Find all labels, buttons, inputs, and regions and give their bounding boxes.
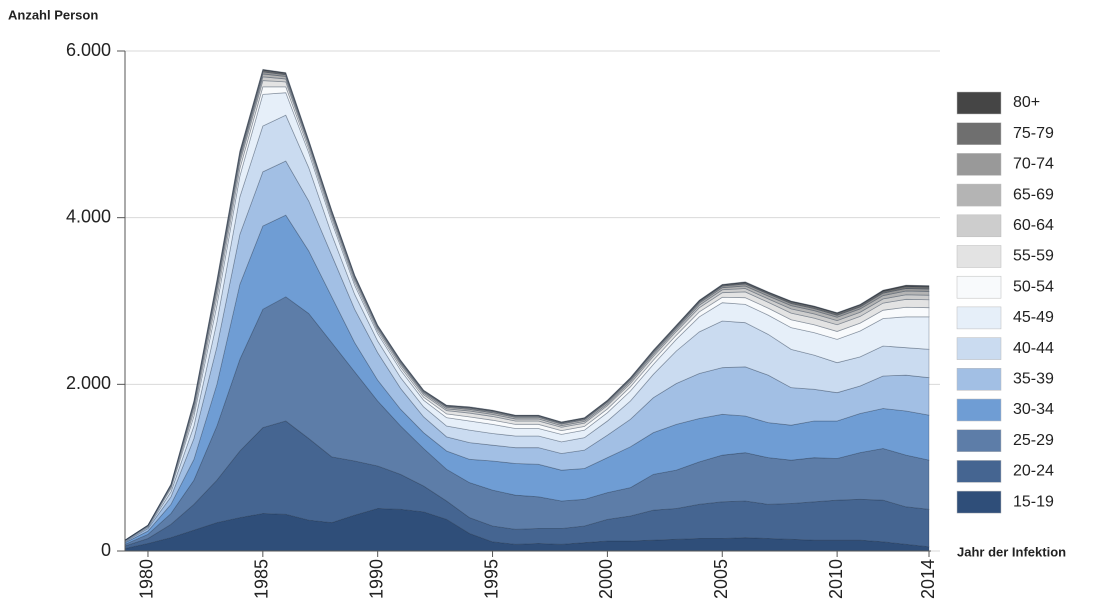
legend-label: 80+	[1013, 94, 1040, 111]
area	[124, 71, 930, 541]
area	[124, 296, 930, 547]
legend-swatch	[956, 490, 1002, 514]
x-tick-label: 1995	[481, 559, 501, 599]
legend-label: 45-49	[1013, 309, 1054, 326]
legend-label: 25-29	[1013, 432, 1054, 449]
legend-label: 70-74	[1013, 156, 1054, 173]
legend-swatch	[956, 153, 1002, 176]
area	[124, 92, 930, 542]
legend-label: 20-24	[1013, 463, 1054, 480]
legend-label: 65-69	[1013, 186, 1054, 203]
y-tick-label: 0	[101, 540, 111, 560]
area	[124, 68, 930, 541]
area	[124, 160, 930, 544]
area	[124, 69, 930, 541]
x-axis-label: Jahr der Infektion	[957, 544, 1066, 559]
x-tick-label: 2000	[596, 559, 616, 599]
legend-swatch	[956, 337, 1002, 360]
legend-label: 15-19	[1013, 493, 1054, 510]
legend-swatch	[956, 214, 1002, 238]
x-tick-label: 2014	[918, 559, 938, 599]
y-tick-label: 2.000	[66, 373, 111, 393]
legend-swatch	[956, 306, 1002, 330]
x-tick-label: 2010	[826, 559, 846, 599]
legend-swatch	[956, 398, 1002, 422]
x-tick-label: 2005	[711, 559, 731, 599]
legend-swatch	[956, 275, 1002, 299]
area	[124, 114, 930, 543]
y-tick-label: 4.000	[66, 206, 111, 226]
legend-swatch	[956, 429, 1002, 452]
legend-swatch	[956, 122, 1002, 145]
legend-label: 30-34	[1013, 401, 1054, 418]
x-tick-label: 1985	[252, 559, 272, 599]
legend-swatch	[956, 91, 1002, 115]
legend-label: 35-39	[1013, 371, 1054, 388]
legend-swatch	[956, 183, 1002, 207]
legend-label: 75-79	[1013, 125, 1054, 142]
y-tick-label: 6.000	[66, 40, 111, 60]
area	[124, 80, 930, 542]
legend-label: 60-64	[1013, 217, 1054, 234]
legend-swatch	[956, 460, 1002, 483]
area	[124, 86, 930, 542]
legend-swatch	[956, 245, 1002, 268]
legend-label: 40-44	[1013, 340, 1054, 357]
legend-label: 50-54	[1013, 278, 1054, 295]
x-tick-label: 1980	[137, 559, 157, 599]
legend-swatch	[956, 368, 1002, 391]
x-tick-label: 1990	[366, 559, 386, 599]
legend-label: 55-59	[1013, 248, 1054, 265]
y-axis-label: Anzahl Person	[8, 7, 98, 22]
